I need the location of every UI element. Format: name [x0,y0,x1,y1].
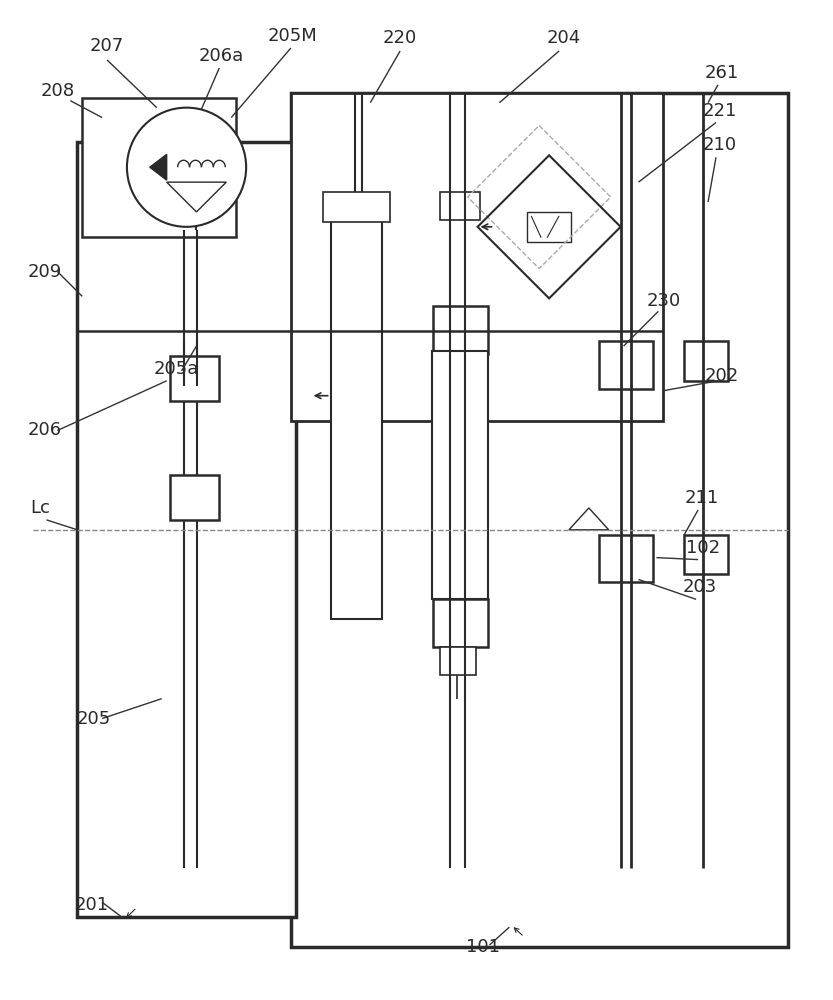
Text: 203: 203 [683,578,717,596]
Circle shape [127,108,246,227]
Polygon shape [150,154,167,180]
Bar [291,93,787,947]
Text: 101: 101 [466,938,500,956]
Bar [331,202,382,619]
Bar [167,152,227,182]
Text: 205a: 205a [154,360,199,378]
Bar [170,475,219,520]
Bar [291,93,663,421]
Text: 205M: 205M [268,27,317,45]
Text: 208: 208 [40,82,74,100]
Bar [684,341,728,381]
Text: 206: 206 [27,421,62,439]
Bar [82,98,237,237]
Bar [433,599,487,647]
Bar [599,535,653,582]
Bar [322,192,390,222]
Bar [527,212,571,242]
Text: 206a: 206a [199,47,244,65]
Text: 221: 221 [703,102,737,120]
Bar [440,192,480,220]
Text: 207: 207 [90,37,124,55]
Bar [431,351,487,599]
Text: Lc: Lc [31,499,51,517]
Bar [77,142,296,917]
Text: 211: 211 [685,489,719,507]
Text: 204: 204 [547,29,581,47]
Bar [440,647,476,675]
Bar [170,356,219,401]
Bar [433,306,487,354]
Bar [684,535,728,574]
Text: 230: 230 [646,292,681,310]
Bar [599,341,653,389]
Text: 261: 261 [705,64,739,82]
Text: 220: 220 [383,29,417,47]
Text: 202: 202 [705,367,739,385]
Text: 209: 209 [27,263,62,281]
Text: 210: 210 [703,136,737,154]
Text: 201: 201 [75,896,109,914]
Text: 102: 102 [686,539,721,557]
Text: 205: 205 [77,710,112,728]
